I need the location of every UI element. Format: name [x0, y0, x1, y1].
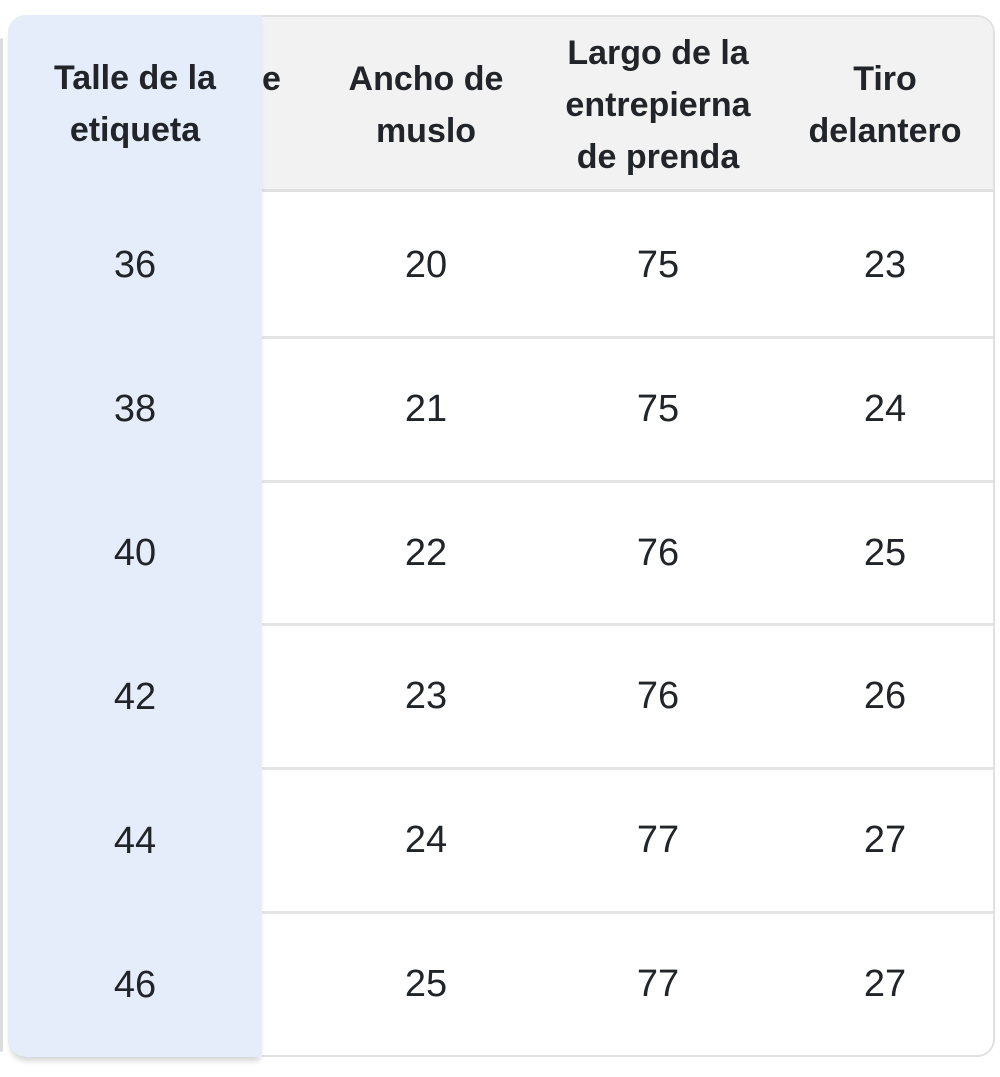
value-cell: 24	[404, 819, 448, 862]
value-cell: 76	[636, 531, 680, 574]
column-header-tiro-delantero: Tiro delantero	[808, 59, 962, 150]
value-cell: 23	[863, 243, 907, 286]
value-cell: 27	[863, 819, 907, 862]
value-cell: 24	[863, 387, 907, 430]
value-cell: 21	[404, 387, 448, 430]
value-cell: 27	[863, 963, 907, 1006]
column-header-ancho-de-muslo: Ancho de muslo	[348, 59, 504, 150]
value-cell: 23	[404, 675, 448, 718]
value-cell: 25	[404, 963, 448, 1006]
size-cell: 46	[113, 963, 157, 1006]
value-cell: 26	[863, 675, 907, 718]
value-cell: 75	[636, 387, 680, 430]
value-cell: 25	[863, 531, 907, 574]
table-row: 20 75 23	[10, 195, 993, 336]
value-cell: 20	[404, 243, 448, 286]
size-guide-table[interactable]: e Ancho de muslo Largo de la entrepierna…	[8, 15, 995, 1057]
size-cell: 36	[113, 243, 157, 286]
table-body: 20 75 23 21 75 24 22 76 25 23 76 26 24 7…	[10, 195, 993, 1055]
column-header-largo-entrepierna: Largo de la entrepierna de prenda	[565, 33, 751, 176]
sticky-size-column: Talle de la etiqueta 36 38 40 42 44 46	[8, 15, 262, 1057]
value-cell: 77	[636, 963, 680, 1006]
table-row: 22 76 25	[10, 479, 993, 624]
clipped-column-header: e	[262, 60, 281, 98]
table-row: 25 77 27	[10, 911, 993, 1055]
table-row: 24 77 27	[10, 767, 993, 911]
sticky-column-header: Talle de la etiqueta	[54, 59, 216, 149]
size-cell: 44	[113, 819, 157, 862]
page-edge-divider	[0, 38, 3, 1052]
table-row: 21 75 24	[10, 335, 993, 480]
size-cell: 42	[113, 675, 157, 718]
value-cell: 76	[636, 675, 680, 718]
size-cell: 40	[113, 531, 157, 574]
value-cell: 22	[404, 531, 448, 574]
size-cell: 38	[113, 387, 157, 430]
value-cell: 75	[636, 243, 680, 286]
table-row: 23 76 26	[10, 623, 993, 767]
value-cell: 77	[636, 819, 680, 862]
